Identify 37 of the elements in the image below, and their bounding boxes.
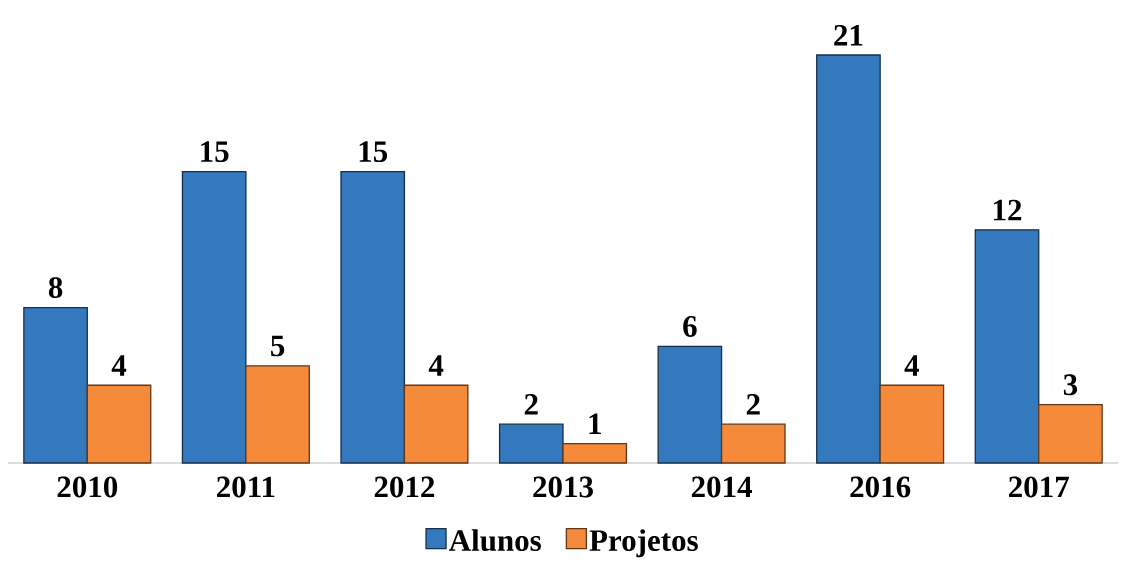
data-label: 3 (1063, 374, 1078, 396)
bar (657, 345, 723, 464)
bar (720, 423, 786, 464)
bar (340, 170, 406, 464)
x-tick-label: 2014 (691, 476, 752, 498)
bar (23, 306, 88, 464)
bar (816, 54, 881, 464)
bar (86, 384, 152, 464)
bar (245, 365, 310, 464)
data-label: 2 (524, 394, 538, 415)
data-label: 21 (834, 24, 863, 46)
data-label: 2 (746, 394, 760, 415)
legend-label: Projetos (589, 529, 698, 558)
data-label: 4 (904, 355, 920, 376)
data-label: 15 (201, 141, 229, 163)
x-tick-label: 2011 (217, 476, 275, 498)
bar (498, 423, 564, 464)
x-tick-label: 2013 (533, 476, 593, 498)
x-tick-label: 2010 (57, 476, 118, 498)
data-label: 6 (683, 316, 697, 337)
bar (403, 384, 469, 464)
bar (974, 229, 1040, 464)
data-label: 8 (48, 277, 63, 299)
x-tick-label: 2012 (374, 476, 435, 498)
bar (879, 384, 945, 464)
data-label: 4 (428, 355, 444, 376)
data-label: 15 (359, 141, 388, 163)
data-label: 12 (993, 199, 1022, 221)
data-label: 5 (271, 335, 285, 357)
data-label: 1 (589, 413, 601, 435)
x-tick-label: 2017 (1009, 476, 1069, 498)
bar (181, 170, 247, 464)
bar (562, 442, 628, 464)
legend-label: Alunos (448, 529, 541, 552)
data-label: 4 (111, 355, 127, 376)
x-tick-label: 2016 (850, 476, 911, 498)
bar (1038, 404, 1103, 464)
